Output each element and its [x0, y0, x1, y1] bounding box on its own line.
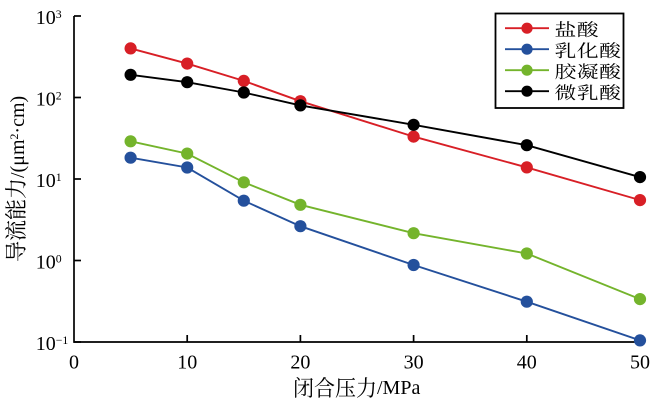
- svg-text:20: 20: [290, 352, 310, 374]
- svg-text:102: 102: [36, 89, 62, 111]
- svg-text:/(μm2·cm): /(μm2·cm): [7, 96, 29, 178]
- svg-text:100: 100: [36, 252, 62, 274]
- svg-text:101: 101: [36, 170, 62, 192]
- svg-text:/MPa: /MPa: [377, 377, 420, 399]
- svg-text:103: 103: [36, 7, 62, 29]
- svg-text:50: 50: [630, 352, 650, 374]
- svg-text:40: 40: [517, 352, 537, 374]
- svg-text:0: 0: [69, 352, 79, 374]
- svg-text:30: 30: [404, 352, 424, 374]
- svg-text:10: 10: [177, 352, 197, 374]
